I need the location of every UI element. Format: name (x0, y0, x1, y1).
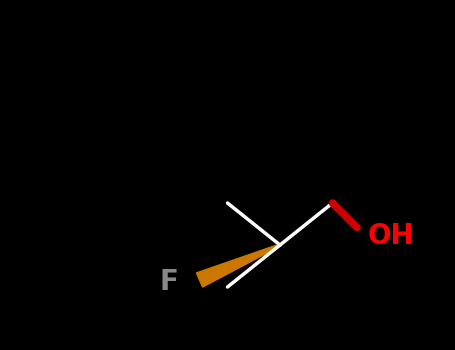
Text: F: F (160, 268, 178, 296)
Polygon shape (197, 244, 280, 287)
Text: OH: OH (368, 222, 414, 250)
